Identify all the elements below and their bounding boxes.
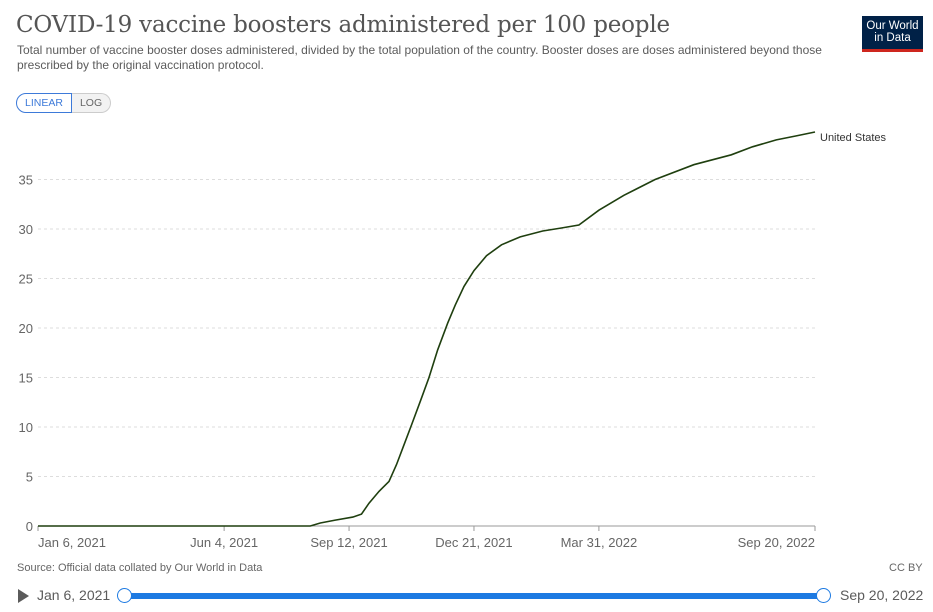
x-tick-label: Sep 20, 2022 bbox=[738, 535, 815, 550]
y-tick-label: 0 bbox=[26, 519, 33, 534]
y-tick-label: 35 bbox=[19, 173, 33, 188]
play-icon[interactable] bbox=[18, 589, 29, 603]
x-tick-label: Mar 31, 2022 bbox=[561, 535, 638, 550]
series-label: United States bbox=[820, 132, 887, 144]
source-note: Source: Official data collated by Our Wo… bbox=[17, 562, 263, 574]
y-tick-label: 30 bbox=[19, 222, 33, 237]
x-tick-label: Dec 21, 2021 bbox=[435, 535, 512, 550]
license-link[interactable]: CC BY bbox=[889, 562, 923, 574]
logo-line-1: Our World bbox=[866, 20, 919, 32]
timeline-track[interactable] bbox=[124, 593, 824, 599]
y-tick-label: 20 bbox=[19, 321, 33, 336]
owid-logo[interactable]: Our World in Data bbox=[862, 16, 923, 52]
y-tick-label: 5 bbox=[26, 470, 33, 485]
timeline-end-label: Sep 20, 2022 bbox=[840, 587, 924, 603]
x-tick-label: Jun 4, 2021 bbox=[190, 535, 258, 550]
linear-scale-button[interactable]: LINEAR bbox=[16, 93, 72, 113]
series-line bbox=[38, 131, 816, 527]
series-layer: United States bbox=[38, 131, 887, 527]
chart-title: COVID-19 vaccine boosters administered p… bbox=[16, 12, 670, 38]
log-scale-button[interactable]: LOG bbox=[71, 93, 112, 113]
timeline-start-label: Jan 6, 2021 bbox=[37, 587, 111, 603]
timeline-start-handle[interactable] bbox=[117, 588, 132, 603]
y-tick-label: 25 bbox=[19, 272, 33, 287]
chart-subtitle: Total number of vaccine booster doses ad… bbox=[17, 43, 822, 72]
x-axis: Jan 6, 2021 Jun 4, 2021 Sep 12, 2021 Dec 21… bbox=[37, 525, 816, 550]
x-tick-label: Sep 12, 2021 bbox=[310, 535, 387, 550]
logo-line-2: in Data bbox=[874, 32, 911, 44]
y-tick-label: 10 bbox=[19, 420, 33, 435]
x-tick-label: Jan 6, 2021 bbox=[38, 535, 106, 550]
logo-accent-bar bbox=[862, 49, 923, 52]
y-tick-label: 15 bbox=[19, 371, 33, 386]
y-gridlines bbox=[38, 179, 815, 477]
scale-toggle: LINEAR LOG bbox=[16, 93, 112, 113]
timeline-end-handle[interactable] bbox=[816, 588, 831, 603]
y-axis-ticks: 0 5 10 15 20 25 30 35 bbox=[19, 173, 33, 535]
